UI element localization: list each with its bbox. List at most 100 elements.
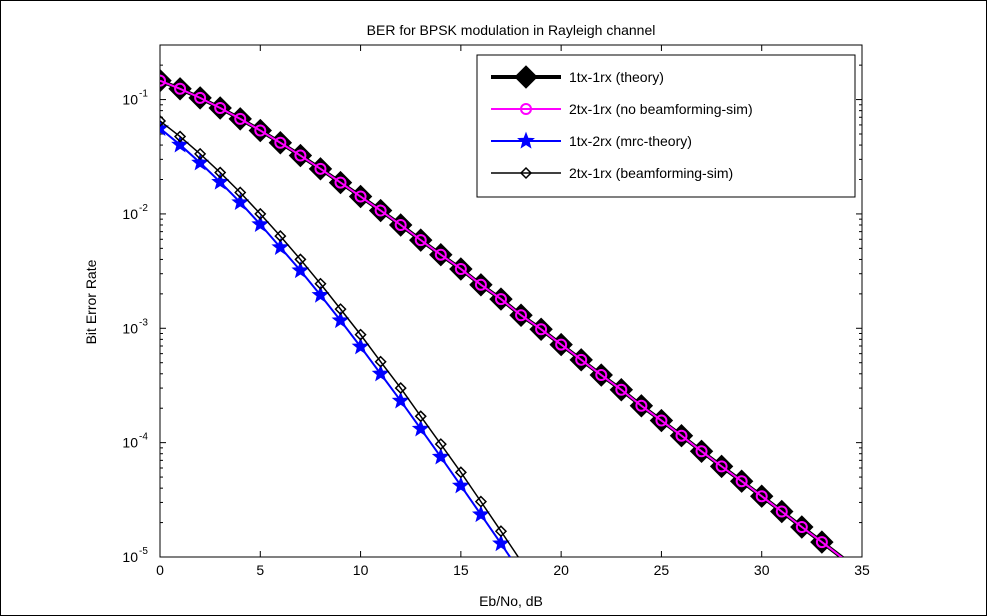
data-point — [494, 525, 508, 538]
data-point — [194, 147, 207, 160]
legend-label: 1tx-2rx (mrc-theory) — [569, 133, 692, 149]
data-point — [314, 277, 327, 290]
x-tick-label: 30 — [754, 562, 770, 578]
data-point — [371, 364, 390, 382]
data-point — [815, 536, 828, 549]
data-point — [474, 278, 487, 291]
data-point — [254, 207, 267, 220]
data-point — [354, 190, 367, 203]
series-line — [160, 127, 512, 557]
data-point — [334, 303, 347, 316]
data-point — [755, 490, 768, 503]
data-point — [695, 445, 708, 458]
series-line — [160, 120, 592, 557]
chart-title: BER for BPSK modulation in Rayleigh chan… — [367, 22, 656, 38]
y-tick-exponent: -5 — [139, 546, 148, 557]
y-axis-label: Bit Error Rate — [83, 259, 99, 344]
series-layer — [160, 68, 845, 557]
x-tick-label: 15 — [453, 562, 469, 578]
data-point — [635, 399, 648, 412]
data-point — [254, 124, 267, 137]
legend-marker — [519, 166, 533, 180]
data-point — [374, 204, 387, 217]
data-point — [314, 162, 327, 175]
data-point — [294, 253, 307, 266]
legend-marker — [520, 103, 532, 115]
series-2 — [160, 74, 843, 557]
data-point — [234, 186, 247, 199]
data-point — [374, 355, 387, 368]
legend: 1tx-1rx (theory) 2tx-1rx (no beamforming-… — [476, 54, 856, 198]
x-tick-label: 5 — [256, 562, 264, 578]
y-tick-exponent: -3 — [139, 317, 148, 328]
data-point — [394, 219, 407, 232]
data-point — [615, 383, 628, 396]
data-point — [655, 414, 668, 427]
data-point — [234, 112, 247, 125]
legend-label: 2tx-1rx (beamforming-sim) — [569, 165, 733, 181]
data-point — [454, 466, 467, 479]
y-tick-label: 10 — [122, 549, 138, 565]
data-point — [211, 172, 230, 190]
data-point — [515, 309, 528, 322]
data-point — [351, 337, 370, 355]
data-point — [414, 234, 427, 247]
y-tick-label: 10 — [122, 92, 138, 108]
x-tick-label: 0 — [156, 562, 164, 578]
legend-marker — [517, 131, 535, 149]
data-point — [391, 391, 410, 409]
data-point — [715, 460, 728, 473]
data-point — [331, 311, 350, 329]
y-tick-label: 10 — [122, 206, 138, 222]
data-point — [411, 419, 430, 437]
data-point — [431, 447, 450, 465]
data-point — [675, 429, 688, 442]
data-point — [174, 82, 187, 95]
data-point — [274, 230, 287, 243]
data-point — [214, 101, 227, 114]
data-point — [334, 176, 347, 189]
data-point — [160, 114, 167, 128]
legend-label: 1tx-1rx (theory) — [569, 69, 664, 85]
x-tick-label: 35 — [854, 562, 870, 578]
data-point — [795, 520, 808, 533]
x-tick-label: 20 — [553, 562, 569, 578]
data-point — [575, 353, 588, 366]
data-point — [160, 74, 166, 87]
legend-marker — [514, 65, 538, 89]
data-point — [311, 285, 330, 303]
data-point — [173, 130, 187, 143]
series-4 — [160, 114, 592, 557]
data-point — [595, 369, 608, 382]
data-point — [555, 338, 568, 351]
data-point — [271, 237, 290, 255]
data-point — [471, 505, 490, 523]
data-point — [434, 438, 447, 451]
data-point — [535, 323, 548, 336]
data-point — [394, 382, 407, 395]
data-point — [231, 193, 250, 211]
data-point — [274, 136, 287, 149]
y-tick-exponent: -4 — [139, 432, 148, 443]
data-point — [291, 261, 310, 279]
x-tick-label: 10 — [353, 562, 369, 578]
data-point — [735, 475, 748, 488]
legend-label: 2tx-1rx (no beamforming-sim) — [569, 101, 753, 117]
data-point — [454, 262, 467, 275]
x-tick-label: 25 — [654, 562, 670, 578]
data-point — [251, 214, 270, 232]
data-point — [214, 166, 227, 179]
series-1 — [160, 68, 845, 557]
y-tick-exponent: -1 — [139, 89, 148, 100]
data-point — [414, 410, 427, 423]
data-point — [775, 505, 788, 518]
y-tick-label: 10 — [122, 320, 138, 336]
data-point — [294, 149, 307, 162]
x-axis-label: Eb/No, dB — [479, 593, 543, 609]
data-point — [194, 91, 207, 104]
y-tick-label: 10 — [122, 435, 138, 451]
series-line — [160, 79, 843, 557]
data-point — [494, 293, 507, 306]
